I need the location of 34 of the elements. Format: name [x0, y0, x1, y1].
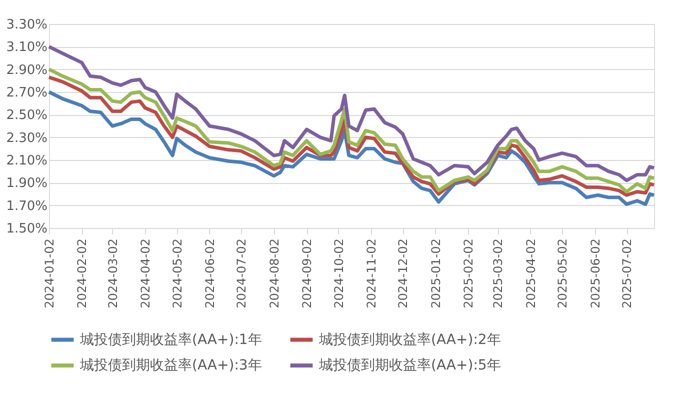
y-tick-label: 1.70%	[6, 198, 48, 214]
x-tick-label: 2025-05-02	[556, 238, 570, 308]
y-tick-label: 3.10%	[6, 40, 48, 56]
x-tick-label: 2024-11-02	[364, 238, 379, 308]
x-tick-label: 2025-01-02	[428, 238, 443, 308]
x-tick-label: 2024-07-02	[234, 238, 249, 308]
y-tick-label: 1.90%	[6, 176, 48, 192]
y-tick-label: 2.70%	[6, 86, 48, 100]
y-tick-label: 2.30%	[6, 130, 48, 146]
x-tick-label: 2025-02-02	[462, 238, 476, 308]
y-tick-label: 3.30%	[6, 18, 48, 32]
legend-label: 城投债到期收益率(AA+):3年	[79, 358, 262, 374]
x-tick-label: 2024-02-02	[75, 238, 90, 308]
x-tick-label: 2024-09-02	[300, 238, 314, 308]
x-tick-label: 2024-03-02	[106, 238, 120, 308]
x-tick-label: 2024-06-02	[202, 238, 217, 308]
legend-label: 城投债到期收益率(AA+):2年	[318, 332, 501, 348]
y-tick-label: 2.10%	[6, 154, 48, 168]
x-tick-label: 2024-04-02	[138, 238, 153, 308]
x-tick-label: 2024-05-02	[170, 238, 184, 308]
legend-label: 城投债到期收益率(AA+):5年	[318, 358, 501, 374]
x-tick-label: 2024-01-02	[42, 238, 56, 308]
x-tick-label: 2024-10-02	[332, 238, 346, 308]
x-tick-label: 2025-07-02	[620, 238, 634, 308]
x-tick-label: 2024-12-02	[396, 238, 410, 308]
y-tick-label: 2.90%	[6, 62, 48, 78]
y-tick-label: 2.50%	[6, 108, 48, 124]
line-series	[47, 44, 656, 182]
x-tick-label: 2025-06-02	[588, 238, 602, 308]
x-tick-label: 2025-04-02	[524, 238, 538, 308]
y-tick-label: 1.50%	[6, 222, 48, 236]
x-tick-label: 2025-03-02	[491, 238, 506, 308]
legend-label: 城投债到期收益率(AA+):1年	[79, 332, 262, 348]
x-tick-label: 2024-08-02	[267, 238, 282, 308]
